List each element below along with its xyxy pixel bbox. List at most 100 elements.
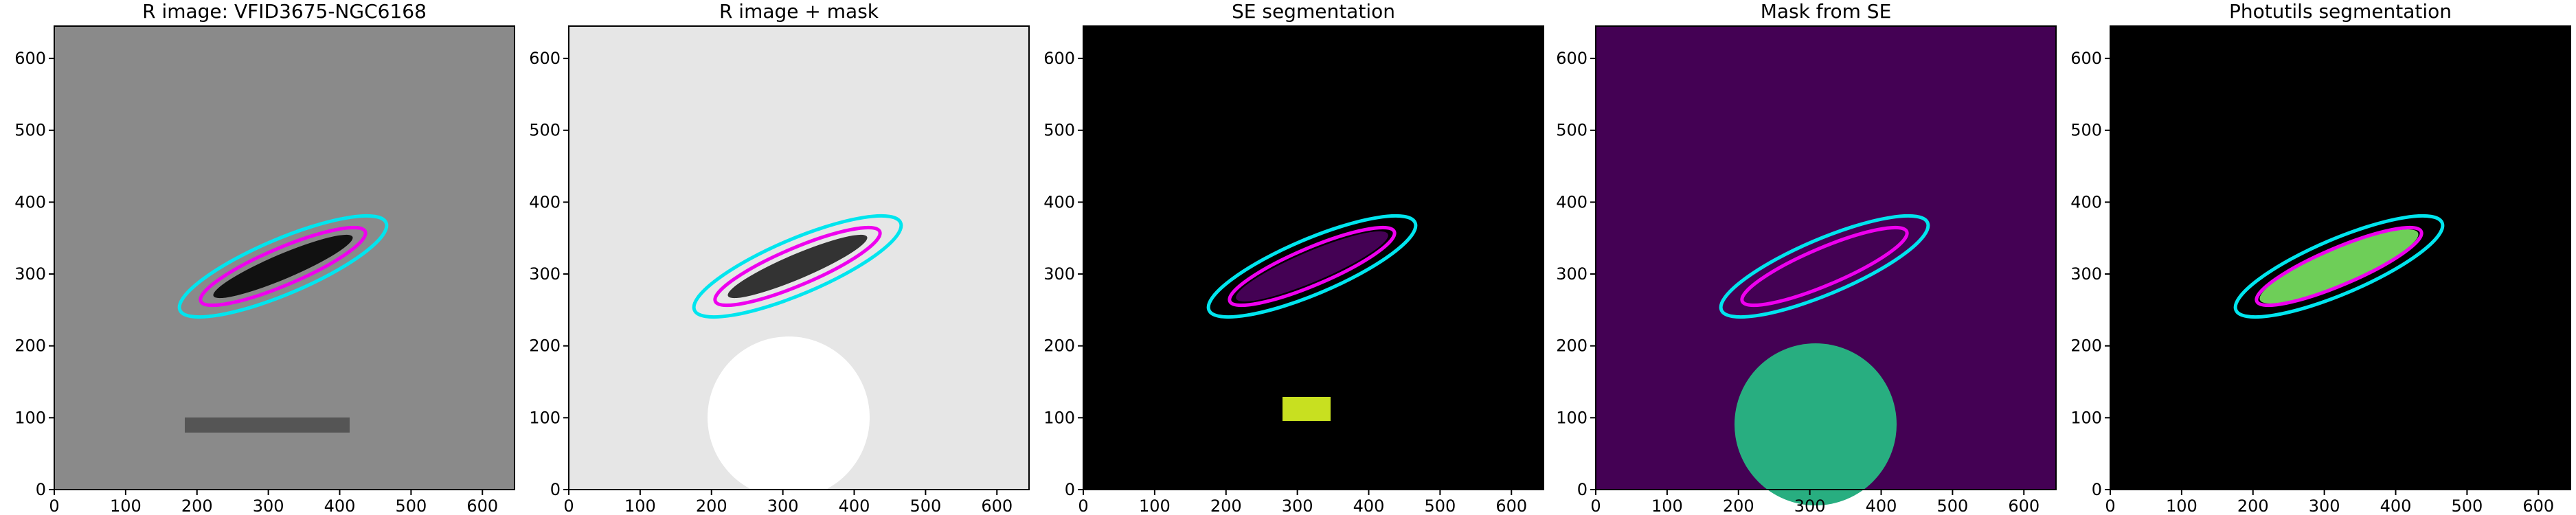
panel: SE segmentation 0 100 200 300 400 500 600 0 100 20… (1043, 0, 1544, 515)
y-tick-label: 0 (1577, 480, 1588, 499)
x-tick-label: 600 (981, 496, 1013, 515)
panel: Photutils segmentation 0 100 200 300 400 500 60… (2070, 0, 2571, 515)
y-tick-label: 300 (2070, 264, 2102, 284)
x-tick-label: 200 (1723, 496, 1754, 515)
y-tick-label: 100 (1043, 408, 1075, 427)
y-tick-label: 300 (1043, 264, 1075, 284)
panel-title: Photutils segmentation (2229, 0, 2452, 23)
y-tick-label: 600 (529, 49, 561, 68)
x-tick-label: 500 (2451, 496, 2483, 515)
segment (1236, 231, 1388, 302)
y-tick-label: 500 (1043, 121, 1075, 140)
ellipse-outer (692, 214, 903, 319)
panel: R image: VFID3675-NGC6168 0 100 200 300 400 50… (14, 0, 515, 515)
x-tick-label: 0 (563, 496, 574, 515)
panel-title: R image + mask (719, 0, 879, 23)
x-tick-label: 200 (696, 496, 727, 515)
segment (1283, 397, 1331, 421)
y-tick-label: 200 (2070, 336, 2102, 356)
mask (708, 336, 870, 499)
y-tick-label: 0 (1065, 480, 1075, 499)
x-tick-label: 400 (839, 496, 870, 515)
y-tick-label: 600 (2070, 49, 2102, 68)
mask-region (1735, 343, 1897, 505)
axes-frame (2110, 25, 2571, 490)
galaxy (213, 234, 353, 299)
panel: R image + mask 0 100 200 300 400 500 600 0 100 200… (529, 0, 1030, 515)
y-tick-label: 200 (14, 336, 46, 356)
axes-frame (1595, 25, 2057, 490)
y-tick-label: 0 (2092, 480, 2102, 499)
segment (2259, 229, 2419, 304)
axes-frame (1083, 25, 1544, 490)
ellipse-inner (199, 225, 368, 308)
y-tick-label: 400 (1556, 192, 1588, 211)
y-tick-label: 0 (550, 480, 561, 499)
panel-title: SE segmentation (1232, 0, 1395, 23)
x-tick-label: 200 (181, 496, 213, 515)
y-tick-label: 100 (1556, 408, 1588, 427)
x-tick-label: 300 (1794, 496, 1826, 515)
x-tick-label: 600 (1495, 496, 1527, 515)
y-tick-label: 500 (529, 121, 561, 140)
x-tick-label: 200 (2237, 496, 2269, 515)
x-tick-label: 600 (2522, 496, 2554, 515)
x-tick-label: 400 (1353, 496, 1385, 515)
x-tick-label: 300 (2309, 496, 2340, 515)
x-tick-label: 400 (1866, 496, 1897, 515)
x-tick-label: 0 (1590, 496, 1601, 515)
x-tick-label: 300 (767, 496, 799, 515)
x-tick-label: 400 (2380, 496, 2412, 515)
x-tick-label: 0 (2105, 496, 2115, 515)
y-tick-label: 200 (529, 336, 561, 356)
x-tick-label: 200 (1210, 496, 1242, 515)
y-tick-label: 100 (14, 408, 46, 427)
x-tick-label: 600 (466, 496, 498, 515)
y-tick-label: 500 (14, 121, 46, 140)
y-tick-label: 600 (1043, 49, 1075, 68)
x-tick-label: 500 (1424, 496, 1456, 515)
ellipse-outer (1719, 214, 1930, 319)
y-tick-label: 100 (2070, 408, 2102, 427)
ellipse-outer (2233, 214, 2445, 319)
x-tick-label: 300 (1282, 496, 1313, 515)
y-tick-label: 300 (1556, 264, 1588, 284)
ellipse-outer (1206, 214, 1418, 319)
x-tick-label: 400 (324, 496, 356, 515)
y-tick-label: 0 (36, 480, 46, 499)
y-tick-label: 500 (2070, 121, 2102, 140)
x-tick-label: 300 (253, 496, 284, 515)
y-tick-label: 400 (14, 192, 46, 211)
panel: Mask from SE 0 100 200 300 400 500 600 0 100 200 30… (1556, 0, 2057, 515)
y-tick-label: 400 (1043, 192, 1075, 211)
x-tick-label: 0 (49, 496, 59, 515)
axes-frame (568, 25, 1030, 490)
y-tick-label: 500 (1556, 121, 1588, 140)
x-tick-label: 100 (1139, 496, 1171, 515)
x-tick-label: 0 (1078, 496, 1088, 515)
x-tick-label: 600 (2008, 496, 2040, 515)
y-tick-label: 200 (1556, 336, 1588, 356)
ellipse-outer (177, 214, 389, 319)
x-tick-label: 100 (110, 496, 142, 515)
artifact (185, 417, 350, 433)
y-tick-label: 400 (2070, 192, 2102, 211)
x-tick-label: 500 (1936, 496, 1968, 515)
y-tick-label: 300 (14, 264, 46, 284)
y-tick-label: 200 (1043, 336, 1075, 356)
ellipse-inner (2255, 225, 2424, 308)
ellipse-inner (1228, 225, 1397, 308)
x-tick-label: 100 (1651, 496, 1683, 515)
y-tick-label: 400 (529, 192, 561, 211)
x-tick-label: 500 (909, 496, 941, 515)
galaxy (727, 234, 868, 299)
y-tick-label: 300 (529, 264, 561, 284)
ellipse-inner (713, 225, 882, 308)
panel-title: R image: VFID3675-NGC6168 (142, 0, 427, 23)
x-tick-label: 500 (395, 496, 427, 515)
panel-title: Mask from SE (1761, 0, 1892, 23)
x-tick-label: 100 (2166, 496, 2197, 515)
mask-region (1748, 231, 1901, 302)
y-tick-label: 600 (1556, 49, 1588, 68)
